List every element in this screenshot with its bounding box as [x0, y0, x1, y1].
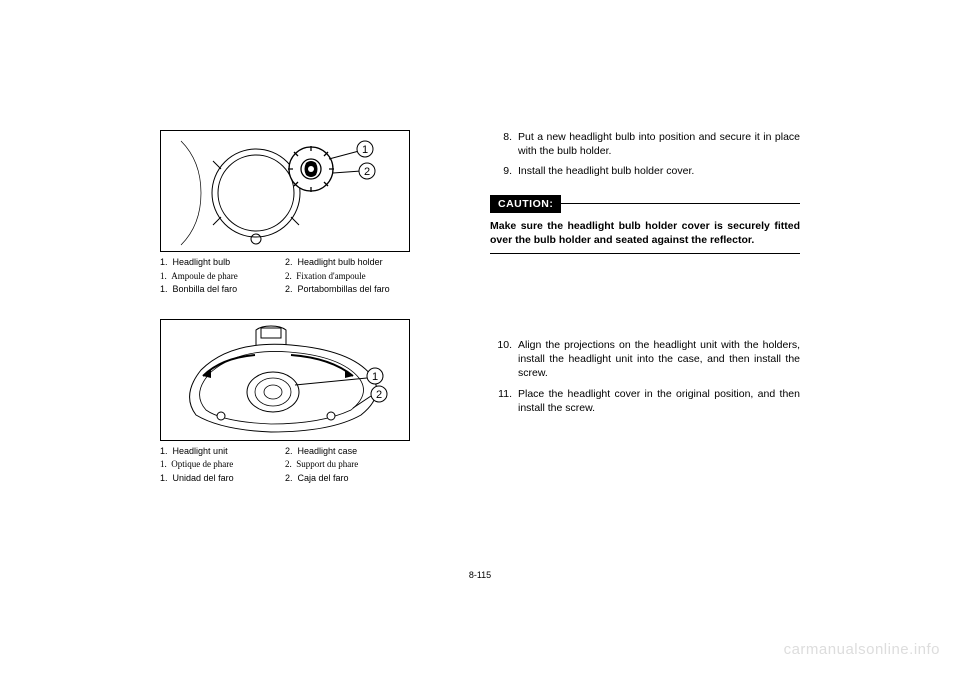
f2-fr-n1: 1. [160, 459, 167, 469]
figure1-callout-2: 2 [364, 166, 370, 178]
figure1-callout-1: 1 [362, 144, 368, 156]
f2-fr-t2: Support du phare [296, 459, 358, 469]
f1-en-n1: 1. [160, 257, 168, 267]
step-9: 9. Install the headlight bulb holder cov… [490, 164, 800, 178]
f1-es-n2: 2. [285, 284, 293, 294]
step-10-num: 10. [490, 338, 518, 381]
figure2-callout-2: 2 [376, 389, 382, 401]
manual-page: 1 2 1. Headlight bulb 2. Headlight bulb … [160, 130, 800, 560]
figure-1-box: 1 2 [160, 130, 410, 252]
f2-en-t2: Headlight case [298, 446, 358, 456]
f1-es-t2: Portabombillas del faro [298, 284, 390, 294]
f2-en-n1: 1. [160, 446, 168, 456]
f1-fr-n2: 2. [285, 271, 292, 281]
caution-rule-top [561, 203, 800, 204]
f2-fr-t1: Optique de phare [171, 459, 233, 469]
step-9-num: 9. [490, 164, 518, 178]
f1-en-n2: 2. [285, 257, 293, 267]
f1-fr-t2: Fixation d'ampoule [296, 271, 365, 281]
page-number: 8-115 [160, 570, 800, 580]
right-column: 8. Put a new headlight bulb into positio… [470, 130, 800, 560]
f2-es-n2: 2. [285, 473, 293, 483]
step-11-num: 11. [490, 387, 518, 415]
steps-10-11: 10. Align the projections on the headlig… [490, 338, 800, 421]
step-9-text: Install the headlight bulb holder cover. [518, 164, 800, 178]
step-11: 11. Place the headlight cover in the ori… [490, 387, 800, 415]
figure2-callout-1: 1 [372, 371, 378, 383]
step-11-text: Place the headlight cover in the origina… [518, 387, 800, 415]
step-8: 8. Put a new headlight bulb into positio… [490, 130, 800, 158]
figure-1-svg: 1 2 [161, 131, 411, 251]
figure-1-captions: 1. Headlight bulb 2. Headlight bulb hold… [160, 256, 410, 297]
f1-fr-t1: Ampoule de phare [171, 271, 237, 281]
f2-fr-n2: 2. [285, 459, 292, 469]
f1-fr-n1: 1. [160, 271, 167, 281]
caution-header: CAUTION: [490, 195, 800, 213]
f1-es-t1: Bonbilla del faro [173, 284, 238, 294]
caution-body: Make sure the headlight bulb holder cove… [490, 219, 800, 247]
steps-8-9: 8. Put a new headlight bulb into positio… [490, 130, 800, 185]
f2-es-t1: Unidad del faro [173, 473, 234, 483]
step-8-num: 8. [490, 130, 518, 158]
f2-es-t2: Caja del faro [298, 473, 349, 483]
left-column: 1 2 1. Headlight bulb 2. Headlight bulb … [160, 130, 470, 560]
f1-en-t2: Headlight bulb holder [298, 257, 383, 267]
figure-2-captions: 1. Headlight unit 2. Headlight case 1. O… [160, 445, 410, 486]
step-8-text: Put a new headlight bulb into position a… [518, 130, 800, 158]
step-10-text: Align the projections on the headlight u… [518, 338, 800, 381]
figure-2-box: 1 2 [160, 319, 410, 441]
f2-en-n2: 2. [285, 446, 293, 456]
watermark: carmanualsonline.info [784, 641, 940, 658]
f1-es-n1: 1. [160, 284, 168, 294]
step-10: 10. Align the projections on the headlig… [490, 338, 800, 381]
caution-label: CAUTION: [490, 195, 561, 213]
figure-2-svg: 1 2 [161, 320, 411, 440]
f1-en-t1: Headlight bulb [173, 257, 231, 267]
f2-es-n1: 1. [160, 473, 168, 483]
spacer [490, 284, 800, 338]
f2-en-t1: Headlight unit [173, 446, 228, 456]
caution-rule-bottom [490, 253, 800, 254]
